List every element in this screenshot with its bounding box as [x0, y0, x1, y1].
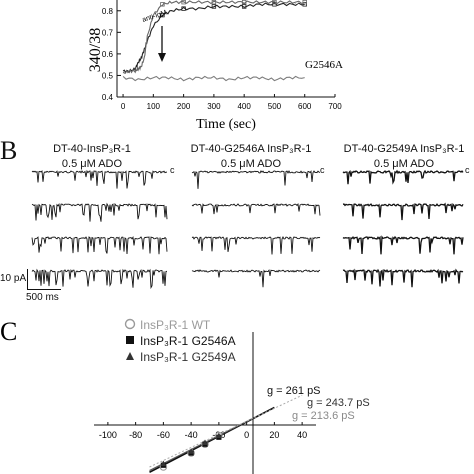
series-line [122, 2, 305, 74]
legend-item-g2546a: InsP₃R-1 G2546A [126, 334, 236, 348]
panel-b-scale-bar-horizontal [27, 289, 61, 290]
current-trace [31, 169, 168, 189]
panel-b-column-header: DT-40-G2549A InsP₃R-1 0.5 μM ADO [334, 142, 474, 172]
series-point [181, 6, 186, 11]
x-tick-label: 20 [269, 430, 279, 440]
series-line [122, 0, 305, 74]
x-tick-label: 300 [207, 102, 221, 111]
panel-b-column-condition: 0.5 μM ADO [373, 158, 435, 170]
point-g2549a [215, 432, 222, 438]
panel-b-column-header: DT-40-G2546A InsP₃R-1 0.5 μM ADO [176, 142, 326, 172]
panel-a-trace-label: G2546A [305, 59, 343, 71]
panel-b-letter: B [0, 136, 18, 165]
x-tick-label: -60 [157, 430, 170, 440]
panel-a-y-axis-label: 340/38 [87, 28, 104, 72]
panel-c-legend: InsP₃R-1 WT InsP₃R-1 G2546A InsP₃R-1 G25… [124, 318, 236, 364]
series-point [302, 0, 307, 5]
x-tick-label: 0 [121, 102, 126, 111]
panel-a-top-label: .... [290, 0, 299, 6]
conductance-label: g = 213.6 pS [292, 410, 355, 422]
panel-b-scale-time: 500 ms [26, 292, 59, 303]
point-g2549a [202, 439, 208, 445]
current-trace [191, 269, 321, 288]
y-tick-label: 0.8 [102, 7, 114, 16]
filled-triangle-icon [126, 352, 134, 360]
panel-b-column-title: DT-40-G2549A InsP₃R-1 [343, 143, 465, 155]
panel-b-scale-bar-vertical [27, 269, 28, 289]
panel-a-stimulus-arrow [158, 26, 166, 62]
panel-c-iv-chart: C -100-80-60-40-2002040 InsP₃R-1 WT InsP… [0, 317, 370, 474]
x-tick-label: -100 [99, 430, 117, 440]
current-trace [342, 202, 464, 221]
panel-b-column-condition: 0.5 μM ADO [61, 158, 123, 170]
x-tick-label: 200 [177, 102, 191, 111]
panel-a-arrow-label: anti-IgM [141, 9, 167, 24]
legend-label: InsP₃R-1 G2546A [140, 334, 236, 348]
current-trace [342, 169, 464, 185]
legend-label: InsP₃R-1 WT [140, 318, 211, 332]
series-point [272, 0, 277, 5]
legend-item-g2549a: InsP₃R-1 G2549A [126, 350, 236, 364]
y-tick-label: 0.7 [102, 28, 114, 37]
current-trace [191, 170, 321, 189]
point-g2549a [160, 460, 167, 466]
panel-b-closed-marker: c [170, 165, 175, 175]
legend-item-wt: InsP₃R-1 WT [124, 318, 211, 332]
y-tick-label: 0.6 [102, 50, 114, 59]
conductance-label: g = 243.7 pS [307, 397, 370, 409]
open-circle-icon [124, 318, 136, 330]
panel-b-column-title: DT-40-InsP₃R-1 [53, 143, 131, 155]
current-trace [31, 202, 168, 222]
point-g2549a [188, 448, 195, 454]
series-point [160, 2, 165, 7]
fit-line [149, 394, 303, 468]
panel-b-closed-marker: c [320, 165, 325, 175]
panel-b-scale-current: 10 pA [0, 273, 27, 284]
series-line [122, 75, 305, 82]
y-tick-label: 0.5 [102, 71, 114, 80]
current-trace [342, 268, 464, 288]
filled-square-icon [126, 336, 134, 344]
panel-b-column-condition: 0.5 μM ADO [220, 158, 282, 170]
panel-a-y-ticks: 0.4 0.5 0.6 0.7 0.8 [102, 7, 121, 102]
x-tick-label: -80 [129, 430, 142, 440]
panel-a-series [122, 0, 307, 82]
conductance-label: g = 261 pS [267, 385, 321, 397]
x-tick-label: 0 [244, 430, 249, 440]
current-trace [31, 268, 168, 290]
x-tick-label: 700 [328, 102, 342, 111]
x-tick-label: 100 [147, 102, 161, 111]
x-tick-label: 600 [298, 102, 312, 111]
series-point [160, 12, 165, 18]
panel-c-axes [94, 332, 316, 474]
x-tick-label: -40 [185, 430, 198, 440]
current-trace [191, 202, 321, 216]
current-trace [342, 235, 464, 255]
current-trace [31, 236, 168, 255]
panel-a-calcium-chart: 0.4 0.5 0.6 0.7 0.8 0 100 200 300 400 500 600 700 3… [87, 0, 343, 132]
panel-b-column-title: DT-40-G2546A InsP₃R-1 [190, 143, 312, 155]
panel-b-column-header: DT-40-InsP₃R-1 0.5 μM ADO [22, 142, 162, 172]
legend-label: InsP₃R-1 G2549A [140, 350, 236, 364]
x-tick-label: 400 [237, 102, 251, 111]
y-tick-label: 0.4 [102, 93, 114, 102]
series-point [241, 0, 247, 5]
panel-c-points [159, 431, 223, 471]
series-point [211, 4, 217, 9]
panel-c-letter: C [0, 317, 17, 346]
panel-a-x-ticks: 0 100 200 300 400 500 600 700 [121, 94, 342, 111]
panel-a-x-axis-label: Time (sec) [196, 117, 256, 132]
series-point [211, 0, 217, 5]
x-tick-label: 500 [268, 102, 282, 111]
series-point [181, 0, 186, 5]
x-tick-label: 40 [297, 430, 307, 440]
panel-b: B DT-40-InsP₃R-1 0.5 μM ADO DT-40-G2546A… [0, 132, 474, 312]
current-trace [191, 236, 321, 255]
panel-b-current-traces [31, 169, 464, 290]
series-point [241, 4, 247, 9]
panel-b-closed-marker: c [465, 165, 470, 175]
